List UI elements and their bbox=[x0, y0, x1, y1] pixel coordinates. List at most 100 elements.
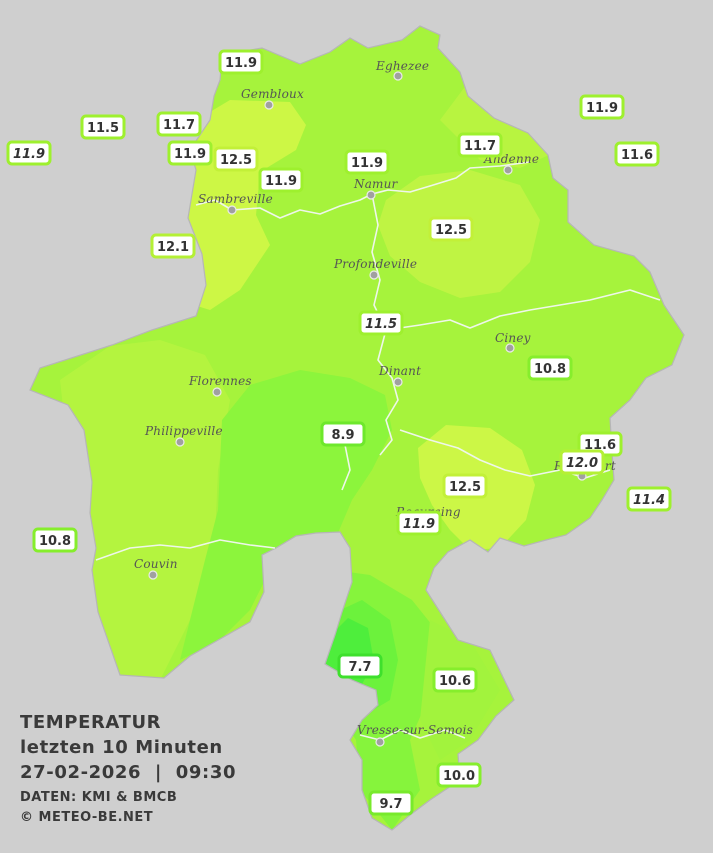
river-sambre-meuse bbox=[195, 161, 531, 219]
station-badge[interactable]: 11.4 bbox=[626, 486, 672, 512]
city-dot-philippeville bbox=[175, 437, 185, 447]
city-dot-sambreville bbox=[227, 205, 237, 215]
station-value: 11.7 bbox=[163, 118, 195, 133]
station-value: 12.5 bbox=[435, 223, 467, 238]
zone-southwest-yellowgreen bbox=[60, 340, 230, 680]
station-value: 12.5 bbox=[449, 480, 481, 495]
city-label-couvin: Couvin bbox=[134, 557, 178, 571]
station-value: 11.7 bbox=[464, 139, 496, 154]
station-badge[interactable]: 12.5 bbox=[428, 216, 474, 242]
city-dot-florennes bbox=[212, 387, 222, 397]
station-badge[interactable]: 11.9 bbox=[6, 140, 52, 166]
station-box bbox=[344, 149, 390, 175]
station-box bbox=[218, 49, 264, 75]
legend-source: DATEN: KMI & BMCB bbox=[20, 790, 178, 805]
city-dot-gembloux bbox=[264, 100, 274, 110]
station-value: 11.5 bbox=[365, 317, 397, 332]
station-value: 10.8 bbox=[39, 534, 71, 549]
legend-title: TEMPERATUR bbox=[20, 712, 162, 733]
station-badge[interactable]: 11.9 bbox=[396, 510, 442, 536]
station-box bbox=[614, 141, 660, 167]
rivers bbox=[95, 161, 661, 741]
city-dot-dinant bbox=[393, 377, 403, 387]
station-box bbox=[320, 421, 366, 447]
station-value: 8.9 bbox=[331, 428, 354, 443]
station-box bbox=[396, 510, 442, 536]
city-label-eghezee: Eghezee bbox=[375, 59, 429, 73]
station-badge[interactable]: 12.0 bbox=[559, 449, 605, 475]
station-box bbox=[258, 167, 304, 193]
station-value: 11.9 bbox=[586, 101, 618, 116]
station-box bbox=[579, 94, 625, 120]
station-box bbox=[428, 216, 474, 242]
station-badge[interactable]: 10.0 bbox=[436, 762, 482, 788]
station-badge[interactable]: 7.7 bbox=[337, 653, 383, 679]
station-value: 11.6 bbox=[584, 438, 616, 453]
station-value: 9.7 bbox=[379, 797, 402, 812]
city-dot-vresse bbox=[375, 737, 385, 747]
station-value: 12.5 bbox=[220, 153, 252, 168]
city-markers bbox=[148, 71, 587, 747]
station-box bbox=[358, 310, 404, 336]
station-badge[interactable]: 11.7 bbox=[156, 111, 202, 137]
station-value: 11.9 bbox=[13, 147, 45, 162]
river-lesse-east bbox=[399, 429, 611, 479]
station-value: 10.8 bbox=[534, 362, 566, 377]
station-badge[interactable]: 10.8 bbox=[527, 355, 573, 381]
station-value: 11.9 bbox=[403, 517, 435, 532]
river-south-branch bbox=[341, 444, 351, 491]
station-badge[interactable]: 12.5 bbox=[442, 473, 488, 499]
station-box bbox=[559, 449, 605, 475]
station-badge[interactable]: 11.9 bbox=[258, 167, 304, 193]
river-viroin bbox=[95, 539, 276, 561]
city-label-florennes: Florennes bbox=[188, 374, 252, 388]
station-value: 12.1 bbox=[157, 240, 189, 255]
station-box bbox=[32, 527, 78, 553]
station-badge[interactable]: 12.1 bbox=[150, 233, 196, 259]
station-badge[interactable]: 8.9 bbox=[320, 421, 366, 447]
station-badge[interactable]: 11.9 bbox=[167, 140, 213, 166]
station-box bbox=[80, 114, 126, 140]
station-value: 10.0 bbox=[443, 769, 475, 784]
station-badge[interactable]: 10.8 bbox=[32, 527, 78, 553]
legend-period: letzten 10 Minuten bbox=[20, 737, 223, 758]
station-value: 11.4 bbox=[633, 493, 665, 508]
station-badge[interactable]: 11.9 bbox=[218, 49, 264, 75]
station-badge[interactable]: 10.6 bbox=[432, 667, 478, 693]
station-box bbox=[527, 355, 573, 381]
station-box bbox=[150, 233, 196, 259]
city-dot-andenne bbox=[503, 165, 513, 175]
station-value: 11.9 bbox=[225, 56, 257, 71]
city-dot-namur bbox=[366, 190, 376, 200]
station-badge[interactable]: 11.9 bbox=[579, 94, 625, 120]
station-box bbox=[442, 473, 488, 499]
station-badge[interactable]: 11.7 bbox=[457, 132, 503, 158]
city-dot-eghezee bbox=[393, 71, 403, 81]
city-label-dinant: Dinant bbox=[378, 364, 421, 378]
station-value: 7.7 bbox=[348, 660, 371, 675]
station-badge[interactable]: 11.5 bbox=[358, 310, 404, 336]
station-badge[interactable]: 11.6 bbox=[614, 141, 660, 167]
station-box bbox=[457, 132, 503, 158]
river-lesse bbox=[385, 289, 661, 331]
station-box bbox=[337, 653, 383, 679]
city-dot-ciney bbox=[505, 343, 515, 353]
station-badge[interactable]: 11.9 bbox=[344, 149, 390, 175]
station-value: 11.9 bbox=[351, 156, 383, 171]
river-meuse-south bbox=[371, 193, 399, 456]
legend-datetime: 27-02-2026 | 09:30 bbox=[20, 762, 237, 783]
station-badge[interactable]: 11.5 bbox=[80, 114, 126, 140]
station-markers: 11.9 11.5 11.7 11.9 11.9 12.5 11.9 11.9 … bbox=[6, 49, 672, 816]
city-label-namur: Namur bbox=[353, 177, 399, 191]
station-box bbox=[156, 111, 202, 137]
station-value: 11.9 bbox=[265, 174, 297, 189]
station-badge[interactable]: 12.5 bbox=[213, 146, 259, 172]
map-legend: TEMPERATUR letzten 10 Minuten 27-02-2026… bbox=[20, 710, 236, 828]
station-value: 11.9 bbox=[174, 147, 206, 162]
station-value: 10.6 bbox=[439, 674, 471, 689]
station-badge[interactable]: 9.7 bbox=[368, 790, 414, 816]
station-box bbox=[368, 790, 414, 816]
station-box bbox=[6, 140, 52, 166]
station-value: 11.6 bbox=[621, 148, 653, 163]
